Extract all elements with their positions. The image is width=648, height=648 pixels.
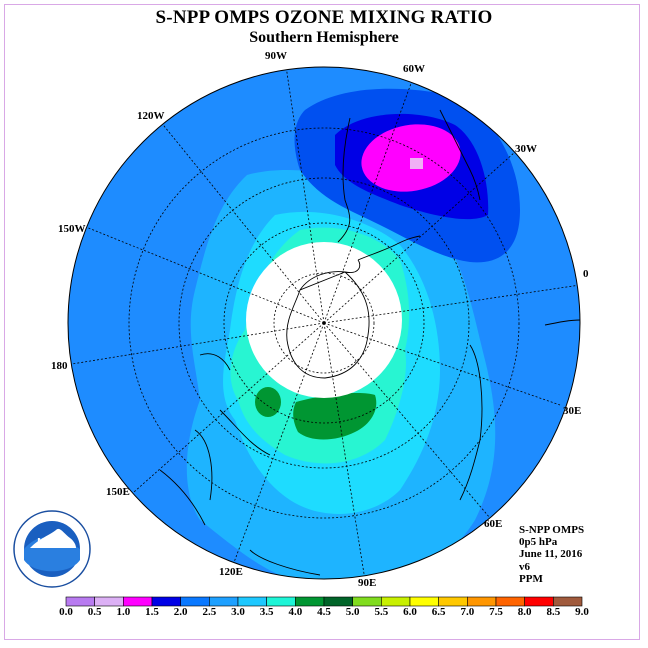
scale-tick-label: 0.5 <box>87 606 102 618</box>
color-swatch-7 <box>266 596 296 607</box>
chart-title: S-NPP OMPS OZONE MIXING RATIO <box>155 7 493 28</box>
info-date: June 11, 2016 <box>519 548 583 561</box>
color-swatch-6 <box>237 596 267 607</box>
lon-label-90e: 90E <box>358 577 377 589</box>
coastlines <box>159 109 580 576</box>
color-swatch-16 <box>524 596 554 607</box>
color-swatch-12 <box>409 596 439 607</box>
scale-tick-label: 3.0 <box>231 606 245 618</box>
map-boundary <box>67 66 581 580</box>
color-swatch-8 <box>295 596 325 607</box>
ozone-level-0p0 <box>410 158 423 169</box>
scale-tick-label: 1.5 <box>145 606 159 618</box>
scale-tick-label: 9.0 <box>575 606 589 618</box>
lon-label-150e: 150E <box>106 486 130 498</box>
ozone-field <box>68 67 580 579</box>
lon-label-60e: 60E <box>484 518 503 530</box>
ozone-level-4p0 <box>293 392 377 440</box>
scale-tick-label: 4.5 <box>317 606 331 618</box>
scale-tick-label: 7.5 <box>489 606 503 618</box>
scale-tick-label: 4.0 <box>288 606 303 618</box>
scale-tick-label: 7.0 <box>460 606 475 618</box>
noaa-logo: NOAA <box>13 510 91 588</box>
color-swatch-14 <box>467 596 497 607</box>
info-instrument: S-NPP OMPS <box>519 524 585 536</box>
color-swatch-11 <box>381 596 411 607</box>
noaa-logo-text: NOAA <box>37 537 66 548</box>
color-swatch-15 <box>495 596 525 607</box>
lon-label-120e: 120E <box>219 566 243 578</box>
color-swatch-1 <box>94 596 124 607</box>
info-level: 0p5 hPa <box>519 536 558 549</box>
color-swatch-3 <box>151 596 181 607</box>
lon-label-0: 0 <box>583 268 589 280</box>
color-swatch-5 <box>209 596 239 607</box>
chart-subtitle: Southern Hemisphere <box>249 29 399 46</box>
info-block: S-NPP OMPS 0p5 hPa June 11, 2016 v6 PPM <box>519 524 584 585</box>
scale-tick-label: 8.0 <box>517 606 532 618</box>
scale-tick-label: 3.5 <box>259 606 274 618</box>
color-swatch-2 <box>123 596 153 607</box>
color-swatch-10 <box>352 596 382 607</box>
scale-tick-label: 2.0 <box>173 606 188 618</box>
color-swatch-13 <box>438 596 468 607</box>
polar-night-gap <box>246 242 402 398</box>
scale-tick-label: 6.5 <box>431 606 446 618</box>
scale-tick-label: 2.5 <box>202 606 217 618</box>
scale-tick-label: 0.0 <box>59 606 73 618</box>
color-swatch-0 <box>65 596 95 607</box>
scale-tick-label: 8.5 <box>546 606 561 618</box>
lon-label-180: 180 <box>51 360 68 372</box>
info-units: PPM <box>519 572 543 585</box>
scale-tick-label: 1.0 <box>116 606 131 618</box>
graticule <box>71 67 580 579</box>
lon-label-30w: 30W <box>515 143 537 155</box>
color-swatch-17 <box>553 596 583 607</box>
scale-tick-label: 5.5 <box>374 606 389 618</box>
frame-border <box>4 4 640 640</box>
color-swatch-4 <box>180 596 210 607</box>
scale-tick-label: 6.0 <box>403 606 417 618</box>
color-swatch-9 <box>323 596 353 607</box>
scale-tick-label: 5.0 <box>345 606 360 618</box>
info-version: v6 <box>519 560 530 573</box>
lon-label-60w: 60W <box>403 63 425 75</box>
lon-label-30e: 30E <box>563 405 582 417</box>
lon-label-120w: 120W <box>137 110 165 122</box>
lon-label-90w: 90W <box>265 50 287 62</box>
lon-label-150w: 150W <box>58 223 86 235</box>
